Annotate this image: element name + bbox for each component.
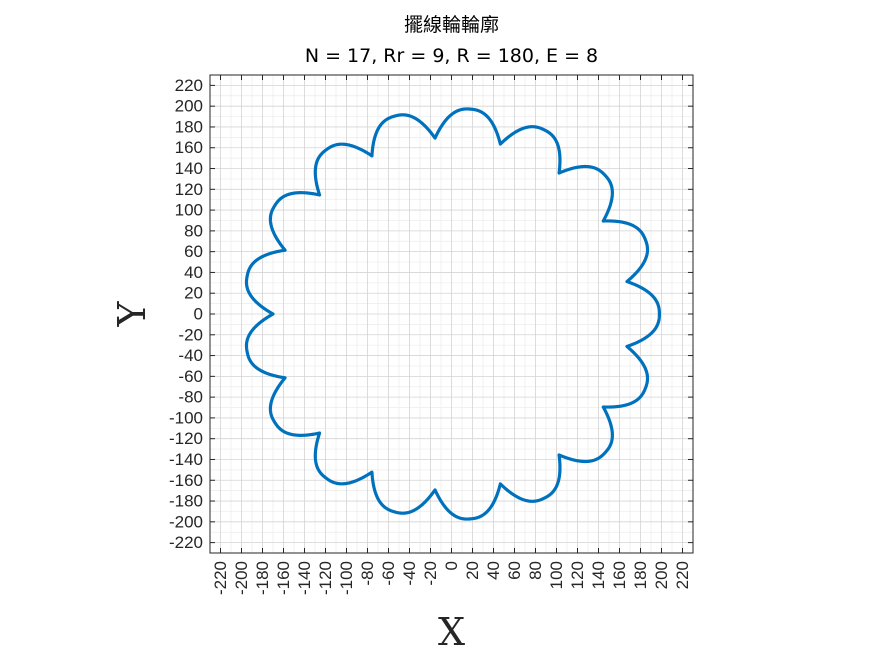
x-tick-label: -20 [421, 561, 440, 586]
y-tick-label: 220 [175, 76, 203, 95]
x-tick-label: -180 [253, 561, 272, 595]
y-tick-label: 20 [184, 284, 203, 303]
x-tick-label: -80 [358, 561, 377, 586]
x-tick-label: -140 [295, 561, 314, 595]
y-tick-label: 40 [184, 263, 203, 282]
x-tick-label: 40 [484, 561, 503, 580]
y-tick-label: 140 [175, 159, 203, 178]
y-tick-label: -20 [178, 325, 203, 344]
x-axis-label: X [438, 610, 465, 654]
tick-marks [210, 75, 693, 553]
x-tick-label: 220 [673, 561, 692, 589]
x-tick-label: 200 [652, 561, 671, 589]
y-tick-label: 180 [175, 117, 203, 136]
y-axis-label: Y [110, 301, 154, 328]
x-tick-label: -60 [379, 561, 398, 586]
y-tick-label: 60 [184, 242, 203, 261]
x-tick-label: -200 [232, 561, 251, 595]
x-tick-label: 140 [589, 561, 608, 589]
x-tick-labels: -220 -200 -180 -160 -140 -120 -100 -80 -60 -40 -20… [211, 561, 692, 595]
y-tick-label: -180 [169, 492, 203, 511]
y-tick-label: 80 [184, 221, 203, 240]
y-tick-labels: -220-200-180-160-140-120-100-80-60-40-20… [169, 76, 203, 552]
x-tick-label: 80 [526, 561, 545, 580]
x-tick-label: -100 [337, 561, 356, 595]
x-tick-label: -40 [400, 561, 419, 586]
y-tick-label: -120 [169, 429, 203, 448]
x-tick-label: 100 [547, 561, 566, 589]
x-tick-label: 60 [505, 561, 524, 580]
y-tick-label: -220 [169, 533, 203, 552]
data-layer [244, 107, 661, 521]
x-tick-label: -160 [274, 561, 293, 595]
y-tick-label: -200 [169, 512, 203, 531]
y-tick-label: -60 [178, 367, 203, 386]
chart-subtitle: N = 17, Rr = 9, R = 180, E = 8 [305, 45, 598, 67]
y-tick-label: 160 [175, 138, 203, 157]
y-tick-label: 200 [175, 97, 203, 116]
x-tick-label: 20 [463, 561, 482, 580]
y-tick-label: -140 [169, 450, 203, 469]
y-tick-label: -160 [169, 471, 203, 490]
y-tick-label: 0 [194, 305, 203, 324]
x-tick-label: 0 [442, 561, 461, 570]
y-tick-label: 120 [175, 180, 203, 199]
y-tick-label: -100 [169, 408, 203, 427]
y-tick-label: -40 [178, 346, 203, 365]
y-tick-label: -80 [178, 388, 203, 407]
x-tick-label: -120 [316, 561, 335, 595]
x-tick-label: 120 [568, 561, 587, 589]
chart-title: 擺線輪輪廓 [404, 14, 499, 36]
x-tick-label: 160 [610, 561, 629, 589]
y-tick-label: 100 [175, 201, 203, 220]
gear-profile-line [244, 107, 661, 521]
x-tick-label: 180 [631, 561, 650, 589]
x-tick-label: -220 [211, 561, 230, 595]
